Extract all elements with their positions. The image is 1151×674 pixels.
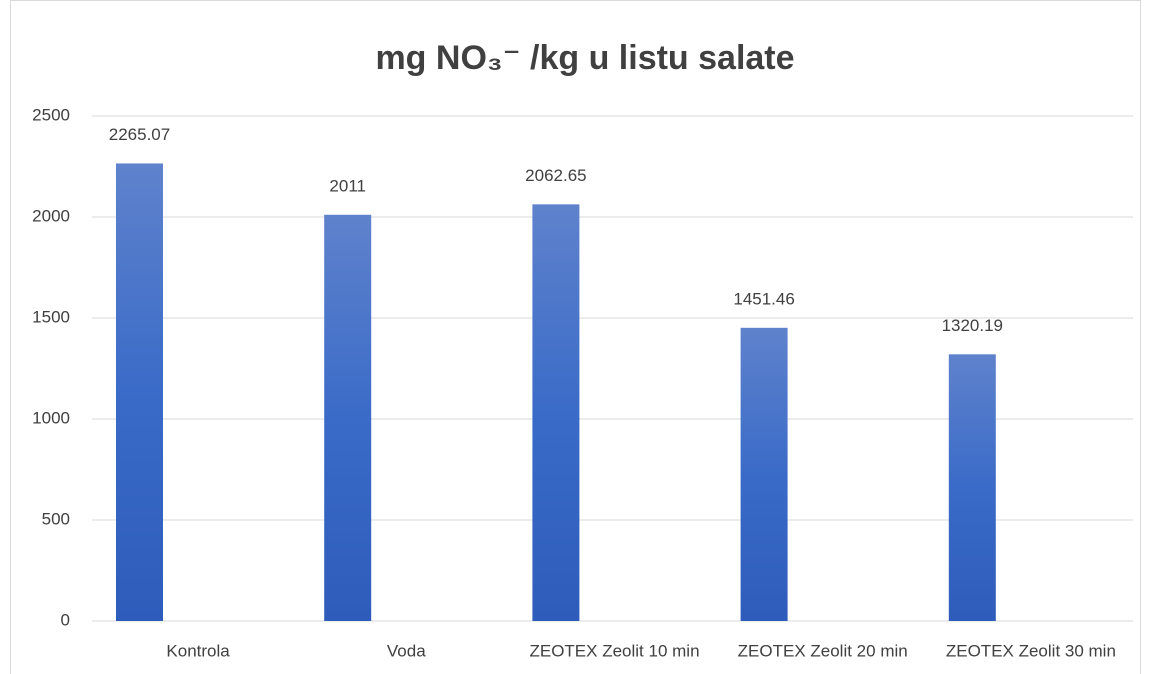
data-label: 2062.65 xyxy=(525,166,586,185)
data-label: 1451.46 xyxy=(733,289,794,308)
bar xyxy=(116,163,163,621)
x-tick-label: Kontrola xyxy=(166,641,230,660)
bar xyxy=(532,204,580,621)
x-tick-label: Voda xyxy=(387,641,426,660)
y-tick-label: 2000 xyxy=(32,206,70,225)
data-label: 2265.07 xyxy=(109,125,170,144)
y-tick-label: 500 xyxy=(42,509,70,528)
y-tick-label: 1000 xyxy=(32,408,70,427)
y-tick-label: 1500 xyxy=(32,307,70,326)
data-label: 1320.19 xyxy=(942,316,1003,335)
y-tick-label: 0 xyxy=(61,610,70,629)
bar xyxy=(324,214,372,621)
y-tick-label: 2500 xyxy=(32,105,70,124)
x-tick-label: ZEOTEX Zeolit 10 min xyxy=(529,641,699,660)
data-label: 2011 xyxy=(329,176,366,195)
bar xyxy=(740,327,788,621)
x-tick-label: ZEOTEX Zeolit 30 min xyxy=(946,641,1116,660)
chart-title: mg NO₃⁻ /kg u listu salate xyxy=(375,39,794,77)
x-tick-label: ZEOTEX Zeolit 20 min xyxy=(738,641,908,660)
bar xyxy=(948,354,996,621)
